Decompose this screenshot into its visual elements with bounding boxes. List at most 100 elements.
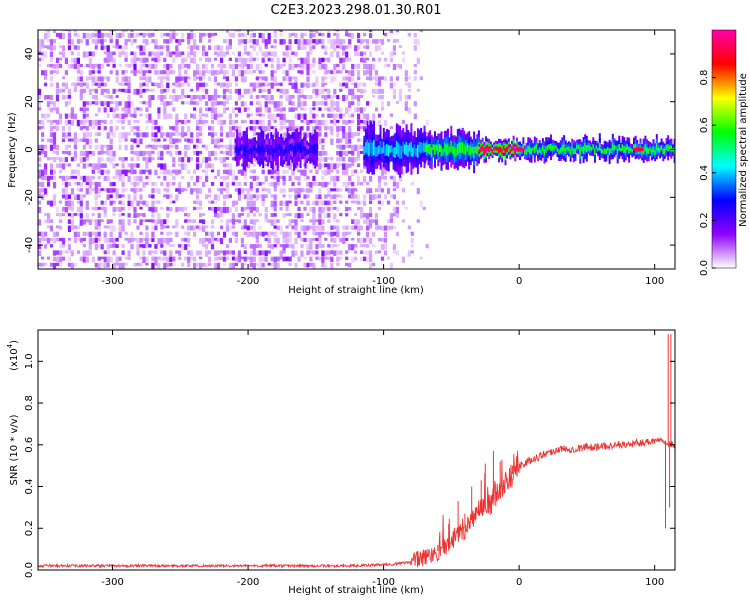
noise-cell [199,113,203,121]
noise-cell [56,27,59,30]
noise-cell [205,163,209,169]
noise-cell [267,231,271,237]
noise-cell [97,182,101,187]
signal-cell [659,148,661,153]
noise-cell [270,95,274,101]
noise-cell [202,63,206,69]
noise-cell [255,126,259,129]
noise-cell [205,57,209,62]
noise-cell [377,250,382,254]
noise-cell [330,107,334,113]
noise-cell [240,256,244,260]
noise-cell [184,144,188,150]
noise-cell [345,70,349,73]
noise-cell [61,237,66,245]
noise-cell [273,163,277,170]
noise-cell [231,32,235,38]
noise-cell [193,113,197,120]
noise-cell [97,225,101,231]
noise-cell [118,82,122,86]
noise-cell [55,32,60,37]
noise-cell [213,256,218,262]
noise-cell [348,107,352,112]
noise-cell [252,126,256,132]
noise-cell [273,101,277,108]
noise-cell [228,237,232,243]
noise-cell [222,250,227,256]
noise-cell [363,51,367,55]
signal-cell [561,145,564,152]
noise-cell [121,88,125,93]
noise-cell [133,88,137,95]
noise-cell [109,32,113,40]
noise-cell [231,169,235,176]
noise-cell [151,250,155,254]
noise-cell [124,76,128,82]
noise-cell [243,219,247,226]
noise-cell [404,76,408,82]
noise-cell [145,219,149,223]
noise-cell [294,82,298,89]
noise-cell [354,169,358,174]
noise-cell [306,175,310,180]
noise-cell [380,51,385,55]
noise-cell [264,107,268,113]
noise-cell [187,63,191,69]
noise-cell [187,82,191,87]
noise-cell [190,88,194,92]
noise-cell [94,32,98,38]
noise-cell [184,231,188,235]
noise-cell [312,182,316,186]
noise-cell [79,206,83,214]
noise-cell [366,225,370,231]
noise-cell [76,51,80,56]
noise-cell [88,182,92,189]
noise-cell [321,163,325,168]
noise-cell [52,231,57,237]
noise-cell [327,113,331,118]
noise-cell [222,39,227,44]
noise-cell [151,182,155,186]
signal-cell [408,143,411,152]
noise-cell [44,169,48,176]
noise-cell [216,237,221,242]
noise-cell [348,39,352,45]
noise-cell [55,107,60,114]
noise-cell [303,175,307,181]
noise-cell [79,188,83,192]
noise-cell [315,231,319,236]
noise-cell [339,188,343,192]
noise-cell [103,82,107,87]
noise-cell [315,95,319,98]
noise-cell [49,144,54,151]
noise-cell [193,70,197,77]
signal-cell [244,145,247,157]
noise-cell [297,88,301,94]
noise-cell [276,225,280,230]
noise-cell [175,188,179,192]
noise-cell [58,113,63,120]
noise-cell [49,82,54,87]
noise-cell [309,244,313,250]
noise-cell [112,213,116,216]
noise-cell [288,126,292,131]
noise-cell [279,244,283,248]
noise-cell [136,132,140,138]
noise-cell [324,150,328,156]
noise-cell [291,182,295,187]
noise-cell [196,82,200,90]
noise-cell [61,132,66,138]
noise-cell [184,119,188,125]
noise-cell [333,32,337,36]
noise-cell [205,169,209,176]
noise-cell [145,157,149,164]
noise-cell [44,76,48,80]
noise-cell [91,206,95,211]
noise-cell [258,225,262,230]
noise-cell [246,213,250,218]
noise-cell [401,119,405,124]
noise-cell [181,126,185,133]
noise-cell [339,126,343,131]
noise-cell [196,144,200,149]
noise-cell [392,244,396,250]
